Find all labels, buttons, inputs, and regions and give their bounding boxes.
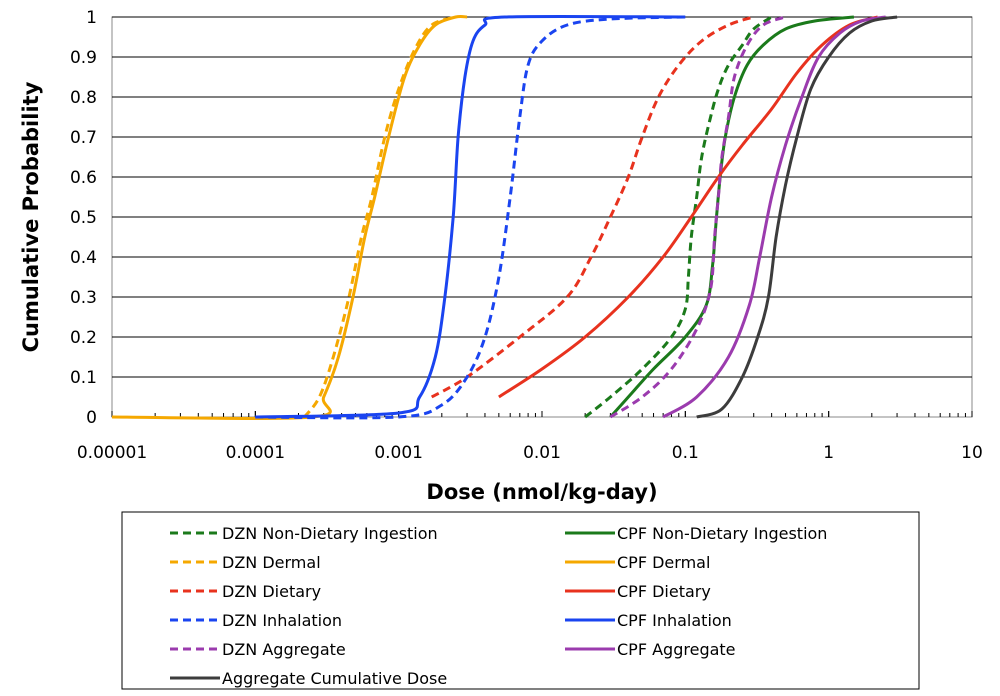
- y-tick-label: 0.7: [70, 128, 97, 148]
- legend-label: CPF Aggregate: [617, 640, 736, 659]
- y-tick-label: 0.1: [70, 368, 97, 388]
- y-tick-label: 0: [86, 408, 97, 428]
- y-tick-label: 0.4: [70, 248, 97, 268]
- y-tick-label: 0.5: [70, 208, 97, 228]
- series-line: [255, 14, 686, 419]
- series-line: [584, 15, 773, 419]
- series-line: [255, 15, 686, 420]
- x-tick-label: 0.001: [374, 443, 423, 463]
- series-line: [303, 15, 457, 418]
- legend-label: DZN Dietary: [222, 582, 321, 601]
- y-tick-label: 0.9: [70, 48, 97, 68]
- y-tick-label: 0.8: [70, 88, 97, 108]
- legend-label: DZN Aggregate: [222, 640, 346, 659]
- x-tick-label: 0.00001: [77, 443, 147, 463]
- series-line: [609, 15, 786, 419]
- legend-label: CPF Dietary: [617, 582, 711, 601]
- series-line: [498, 15, 879, 399]
- legend: DZN Non-Dietary Ingestion CPF Non-Dietary…: [170, 524, 827, 688]
- y-tick-label: 1: [86, 8, 97, 28]
- legend-label: DZN Inhalation: [222, 611, 342, 630]
- x-axis-title: Dose (nmol/kg-day): [426, 480, 657, 504]
- x-tick-label: 10: [961, 443, 983, 463]
- series-line: [696, 15, 898, 419]
- y-axis-title: Cumulative Probability: [19, 81, 43, 352]
- series-lines: [111, 14, 898, 420]
- legend-label: CPF Non-Dietary Ingestion: [617, 524, 827, 543]
- series-line: [111, 14, 468, 420]
- x-tick-label: 0.0001: [226, 443, 285, 463]
- series-line: [662, 15, 886, 419]
- y-tick-labels: 0 0.1 0.2 0.3 0.4 0.5 0.6 0.7 0.8 0.9 1: [70, 8, 97, 428]
- y-tick-label: 0.3: [70, 288, 97, 308]
- x-tick-label: 0.1: [672, 443, 699, 463]
- series-line: [430, 15, 755, 399]
- y-tick-label: 0.2: [70, 328, 97, 348]
- x-tick-labels: 0.00001 0.0001 0.001 0.01 0.1 1 10: [77, 443, 983, 463]
- x-tick-label: 0.01: [523, 443, 561, 463]
- legend-label: DZN Dermal: [222, 553, 321, 572]
- y-tick-label: 0.6: [70, 168, 97, 188]
- legend-box: [121, 511, 920, 690]
- legend-label: DZN Non-Dietary Ingestion: [222, 524, 438, 543]
- legend-label: Aggregate Cumulative Dose: [222, 669, 447, 688]
- x-tick-label: 1: [823, 443, 834, 463]
- legend-label: CPF Inhalation: [617, 611, 732, 630]
- legend-label: CPF Dermal: [617, 553, 710, 572]
